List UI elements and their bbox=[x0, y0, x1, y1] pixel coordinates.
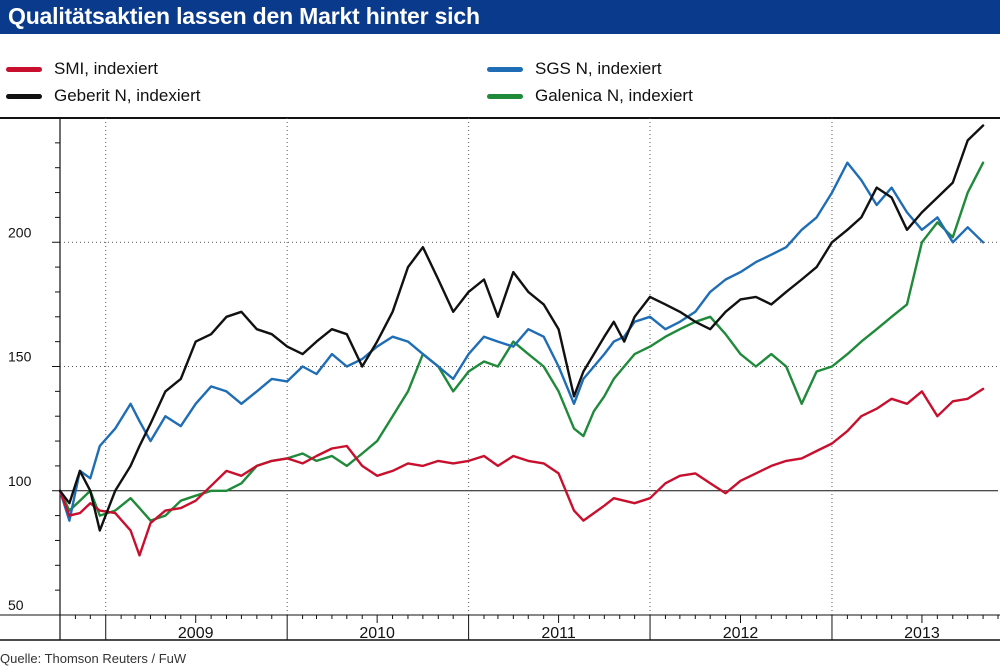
title-bar bbox=[0, 0, 1000, 34]
y-tick-label-200: 200 bbox=[8, 224, 32, 240]
y-tick-label-100: 100 bbox=[8, 473, 32, 489]
series-line-smi bbox=[58, 387, 985, 557]
legend-item-geberit: Geberit N, indexiert bbox=[6, 84, 200, 108]
source-note: Quelle: Thomson Reuters / FuW bbox=[0, 651, 187, 666]
legend-swatch-sgs bbox=[487, 66, 523, 72]
legend-item-smi: SMI, indexiert bbox=[6, 57, 158, 81]
legend-label-galenica: Galenica N, indexiert bbox=[535, 86, 693, 105]
legend-item-galenica: Galenica N, indexiert bbox=[487, 84, 693, 108]
legend-swatch-smi bbox=[6, 66, 42, 72]
legend-label-sgs: SGS N, indexiert bbox=[535, 59, 662, 78]
legend-swatch-geberit bbox=[6, 93, 42, 99]
legend-item-sgs: SGS N, indexiert bbox=[487, 57, 662, 81]
x-tick-label-2012: 2012 bbox=[723, 625, 759, 642]
x-tick-label-2013: 2013 bbox=[904, 625, 940, 642]
y-tick-label-150: 150 bbox=[8, 349, 32, 365]
legend-label-geberit: Geberit N, indexiert bbox=[54, 86, 201, 105]
legend-label-smi: SMI, indexiert bbox=[54, 59, 158, 78]
x-tick-label-2010: 2010 bbox=[359, 625, 395, 642]
x-tick-label-2011: 2011 bbox=[541, 625, 576, 642]
legend-swatch-galenica bbox=[487, 93, 523, 99]
series-line-geberit-n bbox=[58, 124, 985, 532]
y-tick-label-50: 50 bbox=[8, 597, 24, 613]
series-line-galenica-n bbox=[58, 161, 985, 522]
x-tick-label-2009: 2009 bbox=[178, 625, 214, 642]
chart-title: Qualitätsaktien lassen den Markt hinter … bbox=[8, 3, 480, 29]
series-line-sgs-n bbox=[58, 161, 985, 522]
